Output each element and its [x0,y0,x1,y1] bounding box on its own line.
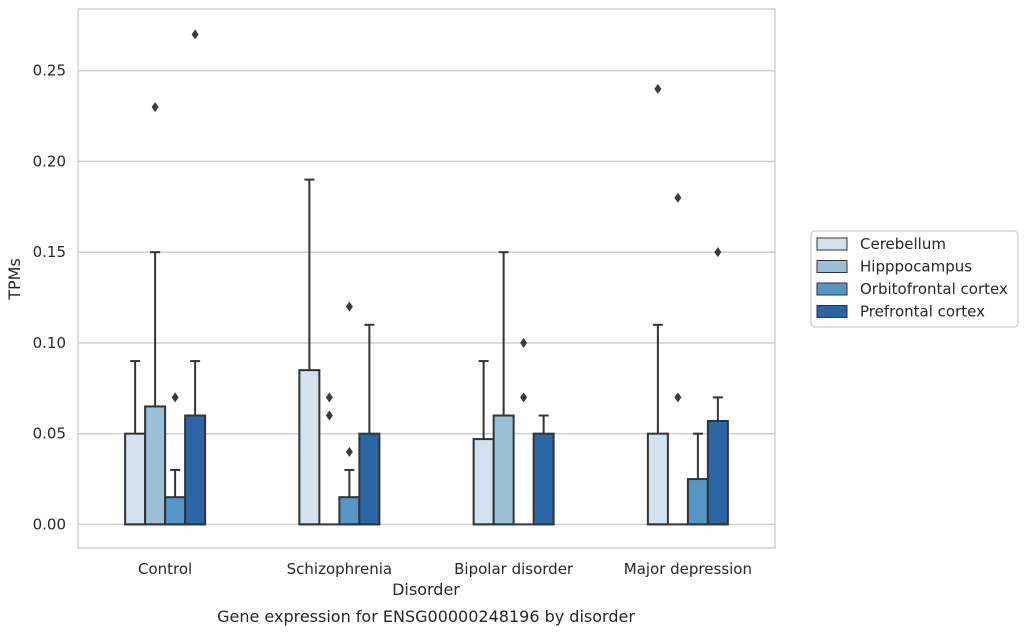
y-tick-label: 0.25 [33,62,66,80]
box-1-1 [319,392,340,526]
outlier-marker [345,301,353,312]
box-rect [338,496,361,526]
y-tick-labels: 0.00 0.05 0.10 0.15 0.20 0.25 [33,62,66,534]
legend: Cerebellum Hipppocampus Orbitofrontal cort… [810,230,1019,328]
plot-frame [77,8,776,549]
box-rect [646,432,669,526]
box-3-0 [646,83,669,526]
x-tick-label: Bipolar disorder [454,560,574,578]
box-0-3 [184,29,207,526]
box-rect [492,414,515,526]
box-1-0 [298,178,321,526]
legend-swatch [816,305,848,318]
box-rect [298,369,321,526]
outlier-marker [171,392,179,403]
box-2-1 [492,251,515,526]
box-3-3 [706,247,729,526]
y-tick-label: 0.05 [33,425,66,443]
legend-swatch [816,282,848,296]
x-tick-label: Control [138,560,192,578]
outlier-marker [345,446,353,457]
outlier-marker [325,410,333,421]
legend-label: Orbitofrontal cortex [860,280,1008,298]
box-rect [358,432,381,526]
box-plots [124,29,729,526]
box-rect [124,432,147,526]
box-2-3 [532,414,555,526]
legend-swatch [816,260,848,273]
box-2-0 [472,360,495,526]
x-tick-label: Schizophrenia [287,560,392,578]
y-tick-label: 0.00 [33,515,66,533]
legend-label: Prefrontal cortex [860,303,985,321]
box-rect [164,496,187,526]
outlier-marker [520,392,528,403]
box-rect [706,419,729,526]
box-1-3 [358,323,381,526]
box-2-2 [513,337,534,526]
outlier-marker [674,392,682,403]
outlier-marker [325,392,333,403]
outlier-marker [191,29,199,40]
box-rect [686,478,709,526]
box-0-0 [124,360,147,526]
legend-frame [810,230,1019,328]
y-tick-label: 0.15 [33,243,66,261]
x-axis-label: Disorder [392,580,460,599]
chart-title: Gene expression for ENSG00000248196 by d… [217,607,635,626]
outlier-marker [674,192,682,203]
x-tick-labels: Control Schizophrenia Bipolar disorder Majo… [138,560,752,578]
outlier-marker [714,247,722,258]
y-tick-label: 0.20 [33,152,66,170]
box-0-1 [144,102,167,526]
box-rect [184,414,207,526]
y-axis-label: TPMs [5,258,24,301]
box-rect [144,405,167,526]
gridlines [78,70,775,526]
outlier-marker [520,337,528,348]
y-tick-label: 0.10 [33,334,66,352]
legend-label: Cerebellum [860,235,946,253]
box-0-2 [164,392,187,526]
outlier-marker [151,102,159,112]
box-1-2 [338,301,361,526]
outlier-marker [654,83,662,94]
box-3-1 [667,192,688,526]
legend-label: Hipppocampus [860,258,972,276]
box-3-2 [686,432,709,526]
legend-swatch [816,237,848,251]
box-rect [532,432,555,526]
box-rect [472,438,495,526]
x-tick-label: Major depression [624,560,752,578]
